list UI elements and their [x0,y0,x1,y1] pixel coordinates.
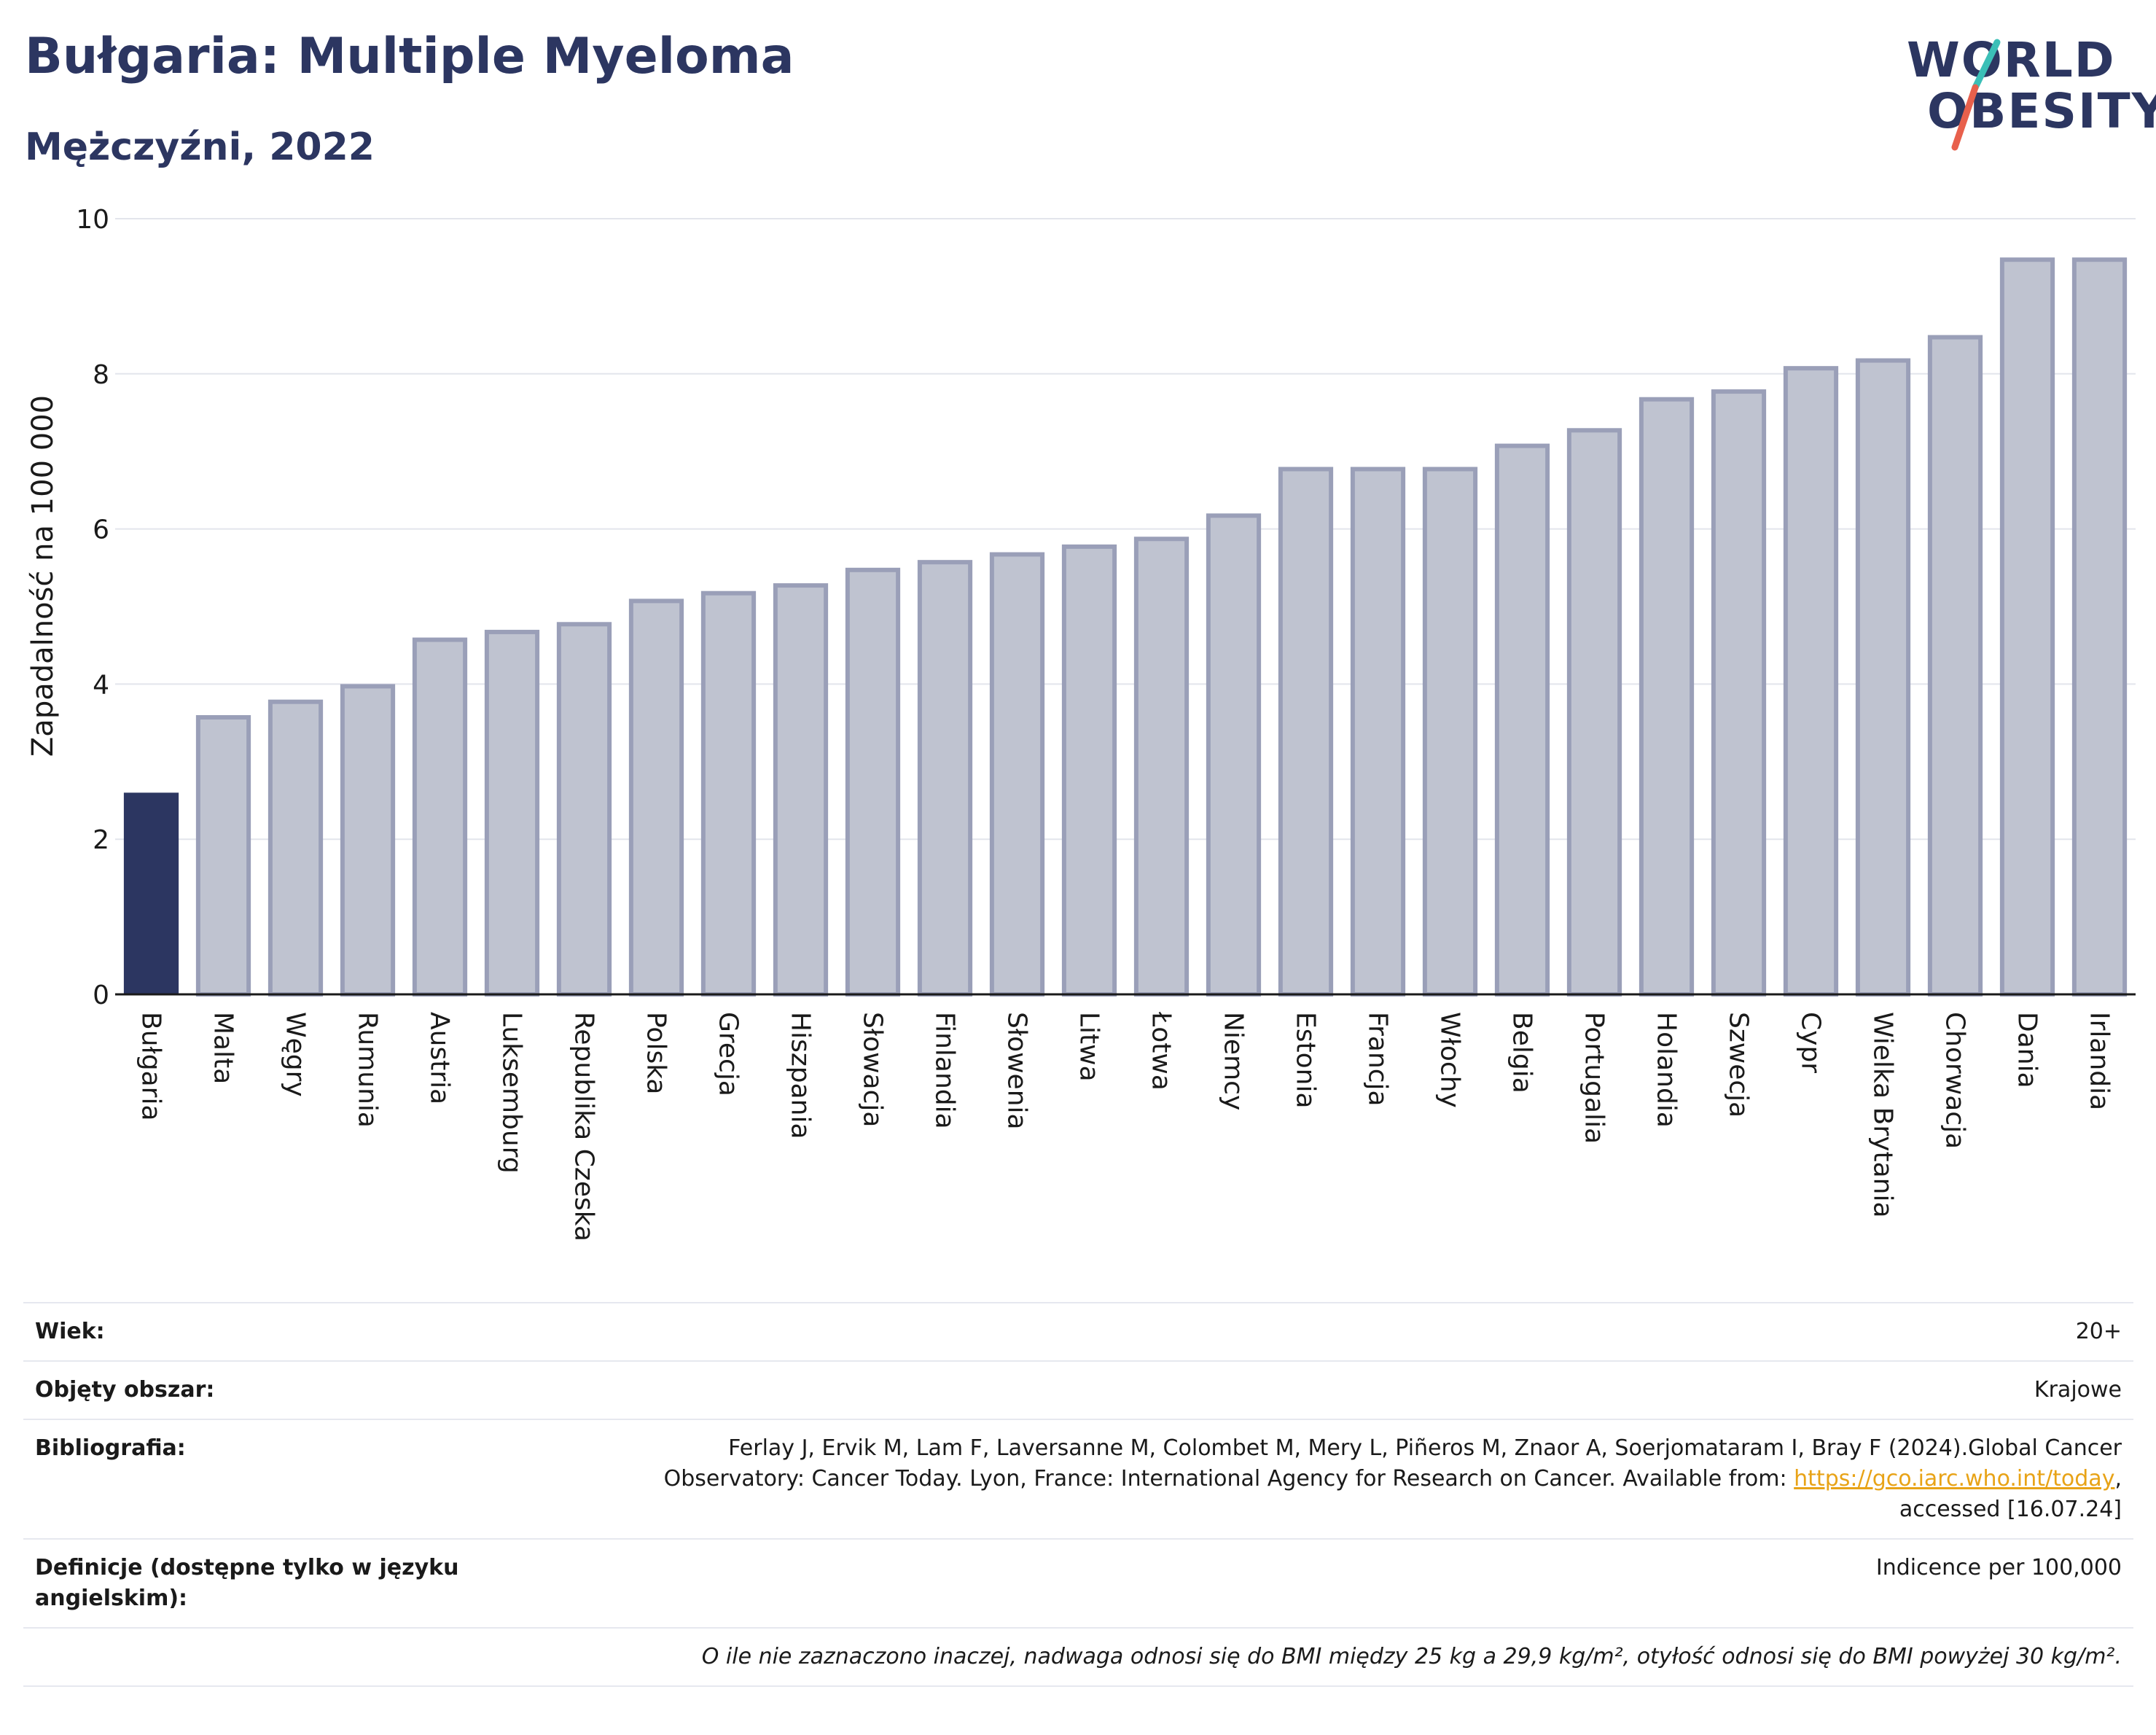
y-tick-label: 0 [93,980,109,1010]
x-tick-label: Hiszpania [786,1012,816,1139]
info-row-note: O ile nie zaznaczono inaczej, nadwaga od… [23,1627,2133,1687]
bars [123,257,2128,997]
bar-4 [412,637,468,997]
bar-19 [1494,443,1550,997]
y-tick-label: 2 [93,825,109,855]
y-axis-title: Zapadalność na 100 000 [26,395,60,757]
bar-chart: 0 2 4 6 8 10 Bułgaria Malta Węgry Rumunia Austria L… [26,205,2136,1241]
x-tick-label: Dania [2012,1012,2042,1088]
x-tick-label: Belgia [1507,1012,1537,1093]
bar-10 [845,567,901,997]
bar-23 [1783,366,1839,997]
bar-13 [1061,544,1117,997]
bar-6 [556,622,612,997]
x-tick-label: Grecja [714,1012,743,1096]
x-tick-label: Wielka Brytania [1868,1012,1898,1218]
x-tick-label: Słowacja [858,1012,888,1127]
x-tick-label: Łotwa [1147,1011,1176,1091]
bar-1 [195,714,251,997]
bar-11 [917,560,973,997]
bar-18 [1422,467,1478,997]
age-key: Wiek: [35,1319,105,1344]
y-tick-label: 8 [93,360,109,390]
x-tick-label: Litwa [1074,1012,1104,1082]
bibliography-key: Bibliografia: [35,1435,186,1461]
x-tick-label: Holandia [1652,1012,1682,1128]
chart-title: Bułgaria: Multiple Myeloma [25,28,794,85]
bar-17 [1350,467,1406,997]
x-tick-label: Republika Czeska [569,1012,599,1241]
bmi-note: O ile nie zaznaczono inaczej, nadwaga od… [701,1644,2122,1669]
bar-0 [123,792,179,994]
bar-5 [484,629,540,997]
x-tick-label: Francja [1363,1012,1393,1107]
logo-line-1: WORLD [1907,32,2116,88]
x-tick-label: Finlandia [930,1012,960,1129]
info-row-area: Objęty obszar: Krajowe [23,1360,2133,1419]
x-tick-label: Portugalia [1579,1012,1609,1144]
bar-3 [340,684,396,997]
x-tick-label: Austria [425,1012,455,1104]
bar-7 [628,599,684,997]
bar-24 [1855,358,1911,997]
x-tick-label: Słowenia [1002,1012,1032,1130]
bibliography-value: Ferlay J, Ervik M, Lam F, Laversanne M, … [664,1433,2122,1525]
definitions-key: Definicje (dostępne tylko w języku angie… [35,1555,459,1611]
bar-16 [1278,467,1334,997]
x-tick-label: Rumunia [353,1012,383,1128]
bar-8 [700,590,757,997]
y-tick-label: 6 [93,515,109,545]
x-tick-label: Irlandia [2085,1012,2114,1110]
bibliography-comma: , [2114,1466,2122,1492]
info-row-bibliography: Bibliografia: Ferlay J, Ervik M, Lam F, … [23,1419,2133,1538]
info-row-definitions: Definicje (dostępne tylko w języku angie… [23,1538,2133,1627]
bar-22 [1711,389,1767,997]
x-tick-label: Luksemburg [497,1012,527,1174]
bar-9 [773,583,829,997]
bar-26 [1999,257,2055,997]
chart-subtitle: Mężczyźni, 2022 [25,125,375,169]
bibliography-link[interactable]: https://gco.iarc.who.int/today [1794,1466,2115,1492]
x-tick-label: Włochy [1435,1012,1465,1108]
logo-slash-icon [1951,39,2001,151]
y-tick-label: 10 [76,205,109,235]
bar-2 [267,699,324,997]
y-tick-label: 4 [93,670,109,700]
definitions-value: Indicence per 100,000 [1875,1555,2122,1580]
axes: 0 2 4 6 8 10 Bułgaria Malta Węgry Rumunia Austria L… [76,205,2136,1241]
x-tick-label: Bułgaria [136,1012,166,1121]
bar-12 [989,552,1045,997]
bar-21 [1639,397,1695,997]
bibliography-line-3: accessed [16.07.24] [1899,1497,2122,1522]
world-obesity-logo: WORLD OBESITY [1895,29,2156,160]
info-row-age: Wiek: 20+ [23,1302,2133,1360]
bar-25 [1927,335,1983,997]
bibliography-line-2: Observatory: Cancer Today. Lyon, France:… [663,1466,1794,1492]
age-value: 20+ [2075,1319,2122,1344]
x-tick-label: Polska [641,1012,671,1094]
x-tick-label: Cypr [1796,1012,1826,1073]
info-table: Wiek: 20+ Objęty obszar: Krajowe Bibliog… [23,1302,2133,1687]
x-tick-label: Niemcy [1219,1012,1249,1110]
bar-14 [1133,537,1190,997]
area-value: Krajowe [2034,1377,2122,1403]
x-tick-label: Szwecja [1724,1012,1754,1118]
area-key: Objęty obszar: [35,1377,215,1403]
bar-27 [2071,257,2128,997]
x-tick-label: Malta [208,1012,238,1084]
x-tick-label: Chorwacja [1940,1012,1970,1149]
bar-15 [1206,513,1262,997]
bar-20 [1566,428,1622,997]
x-tick-label: Węgry [281,1012,310,1097]
x-tick-label: Estonia [1291,1012,1321,1109]
bibliography-line-1: Ferlay J, Ervik M, Lam F, Laversanne M, … [728,1435,2122,1461]
